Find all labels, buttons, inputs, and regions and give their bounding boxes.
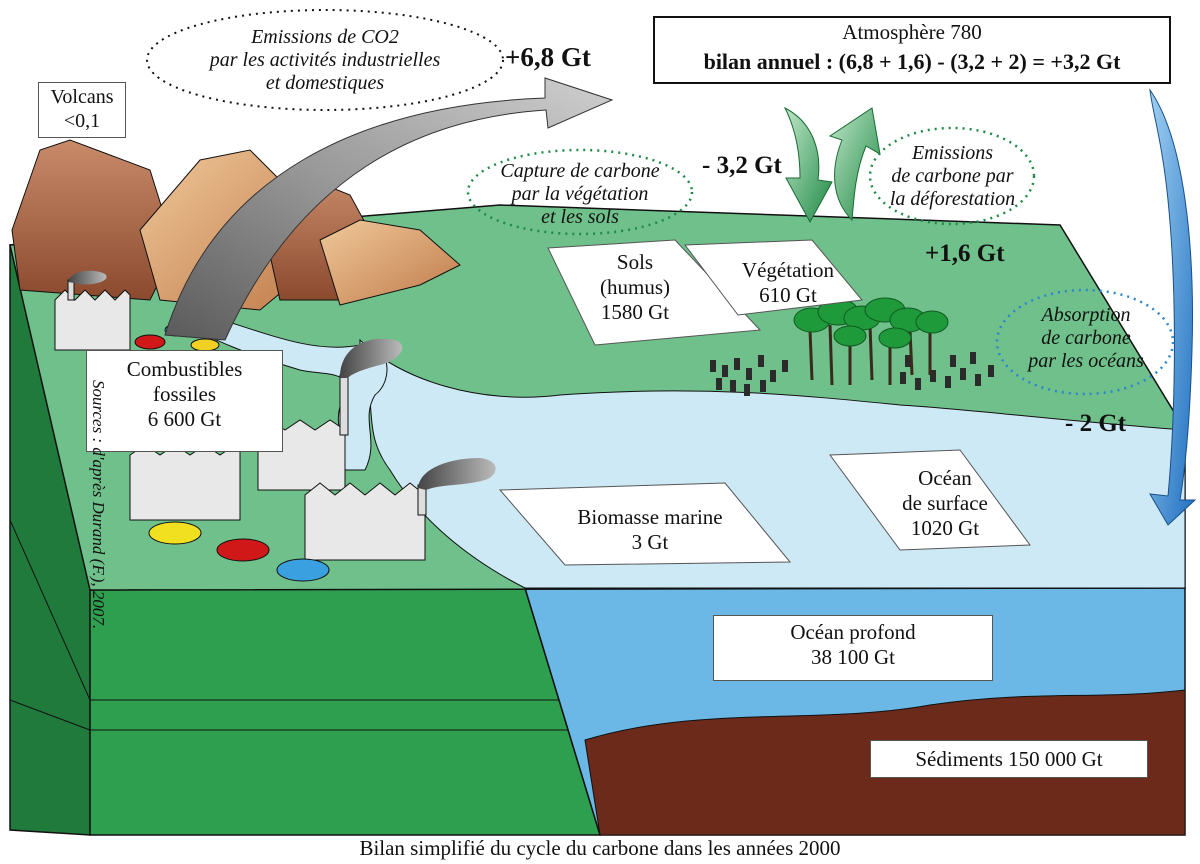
biomasse-label: Biomasse marine 3 Gt <box>535 505 765 555</box>
combustibles-box: Combustibles fossiles 6 600 Gt <box>86 350 283 452</box>
deforestation-label: Emissions de carbone par la déforestatio… <box>870 142 1035 211</box>
vegetation-value: 610 Gt <box>718 283 858 308</box>
volcans-box: Volcans <0,1 <box>38 82 126 138</box>
vegetation-label: Végétation 610 Gt <box>718 258 858 308</box>
flux-industrial: +6,8 Gt <box>505 42 591 73</box>
volcans-title: Volcans <box>39 85 125 109</box>
capture-arrow <box>785 108 832 222</box>
emissions-line-3: et domestiques <box>170 72 480 95</box>
combustibles-line-1: Combustibles <box>87 357 282 382</box>
ocean-profond-value: 38 100 Gt <box>714 645 992 670</box>
atmosphere-box: Atmosphère 780 bilan annuel : (6,8 + 1,6… <box>653 16 1171 84</box>
flux-capture: - 3,2 Gt <box>702 152 782 180</box>
deforestation-line-2: de carbone par <box>870 165 1035 188</box>
absorption-line-2: de carbone <box>1000 327 1172 350</box>
sols-label: Sols (humus) 1580 Gt <box>580 250 690 325</box>
ocean-surface-value: 1020 Gt <box>875 516 1015 541</box>
absorption-line-1: Absorption <box>1000 304 1172 327</box>
capture-line-2: par la végétation <box>475 183 685 206</box>
capture-line-1: Capture de carbone <box>475 160 685 183</box>
capture-line-3: et les sols <box>475 206 685 229</box>
car <box>149 522 201 544</box>
capture-vegetation-label: Capture de carbone par la végétation et … <box>475 160 685 229</box>
vegetation-line-1: Végétation <box>718 258 858 283</box>
sols-line-2: (humus) <box>580 275 690 300</box>
biomasse-line-1: Biomasse marine <box>535 505 765 530</box>
car <box>217 539 269 561</box>
flux-deforestation: +1,6 Gt <box>925 240 1005 268</box>
sols-line-1: Sols <box>580 250 690 275</box>
flux-absorption: - 2 Gt <box>1065 410 1126 438</box>
emissions-line-1: Emissions de CO2 <box>170 26 480 49</box>
biomasse-value: 3 Gt <box>535 530 765 555</box>
ocean-surface-line-2: de surface <box>875 491 1015 516</box>
sols-value: 1580 Gt <box>580 300 690 325</box>
figure-caption: Bilan simplifié du cycle du carbone dans… <box>0 836 1200 861</box>
land-front-face <box>90 588 600 835</box>
deforestation-line-3: la déforestation <box>870 188 1035 211</box>
annual-balance: bilan annuel : (6,8 + 1,6) - (3,2 + 2) =… <box>655 47 1169 76</box>
ocean-surface-line-1: Océan <box>875 466 1015 491</box>
ocean-surface-label: Océan de surface 1020 Gt <box>875 466 1015 541</box>
sources-credit: Sources : d'après Durand (F.), 2007. <box>88 380 108 680</box>
absorption-label: Absorption de carbone par les océans <box>1000 304 1172 373</box>
ocean-profond-box: Océan profond 38 100 Gt <box>713 615 993 681</box>
car <box>277 559 329 581</box>
combustibles-value: 6 600 Gt <box>87 407 282 432</box>
combustibles-line-2: fossiles <box>87 382 282 407</box>
factory <box>130 445 240 520</box>
sediments-box: Sédiments 150 000 Gt <box>870 740 1148 778</box>
emissions-industrial-label: Emissions de CO2 par les activités indus… <box>170 26 480 95</box>
car <box>135 335 165 349</box>
absorption-line-3: par les océans <box>1000 350 1172 373</box>
atmosphere-title: Atmosphère 780 <box>655 18 1169 47</box>
emissions-line-2: par les activités industrielles <box>170 49 480 72</box>
deforestation-line-1: Emissions <box>870 142 1035 165</box>
ocean-profond-line-1: Océan profond <box>714 620 992 645</box>
volcans-value: <0,1 <box>39 109 125 133</box>
